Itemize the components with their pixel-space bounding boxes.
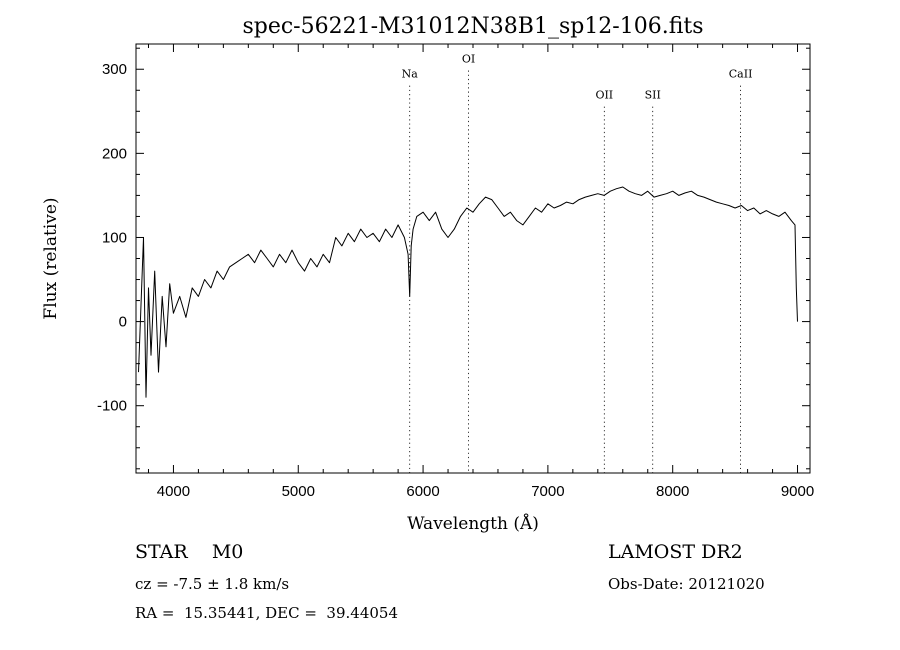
x-tick-label: 7000 (531, 483, 564, 500)
x-tick-label: 8000 (656, 483, 689, 500)
line-marker-label: Na (402, 68, 419, 81)
x-axis-label: Wavelength (Å) (407, 513, 539, 534)
x-tick-label: 9000 (781, 483, 814, 500)
line-markers: Na OI OII SII CaII (402, 53, 753, 473)
line-marker-label: CaII (729, 68, 753, 81)
series-group (138, 186, 798, 398)
plot-frame (135, 43, 811, 474)
coordinates-line: RA = 15.35441, DEC = 39.44054 (135, 604, 399, 622)
axis-ticks: 4000 5000 6000 7000 8000 9000 -100 0 100 200 300 (97, 44, 814, 500)
obs-date: Obs-Date: 20121020 (608, 575, 765, 593)
x-tick-label: 4000 (157, 483, 190, 500)
line-marker-label: OII (595, 89, 613, 102)
y-tick-label: 300 (102, 61, 127, 78)
chart-title: spec-56221-M31012N38B1_sp12-106.fits (242, 14, 703, 39)
x-tick-label: 5000 (282, 483, 315, 500)
y-tick-label: -100 (97, 398, 127, 415)
axis-labels: spec-56221-M31012N38B1_sp12-106.fits Wav… (41, 14, 704, 534)
spectrum-line (138, 186, 798, 398)
y-axis-label: Flux (relative) (41, 197, 61, 319)
y-tick-label: 0 (119, 314, 127, 331)
redshift-line: cz = -7.5 ± 1.8 km/s (135, 575, 290, 593)
line-marker-label: OI (462, 53, 475, 66)
y-tick-label: 200 (102, 145, 127, 162)
survey-name: LAMOST DR2 (608, 541, 743, 563)
line-marker-label: SII (645, 89, 661, 102)
object-type: STAR M0 (135, 541, 244, 563)
y-tick-label: 100 (102, 229, 127, 246)
x-tick-label: 6000 (406, 483, 439, 500)
